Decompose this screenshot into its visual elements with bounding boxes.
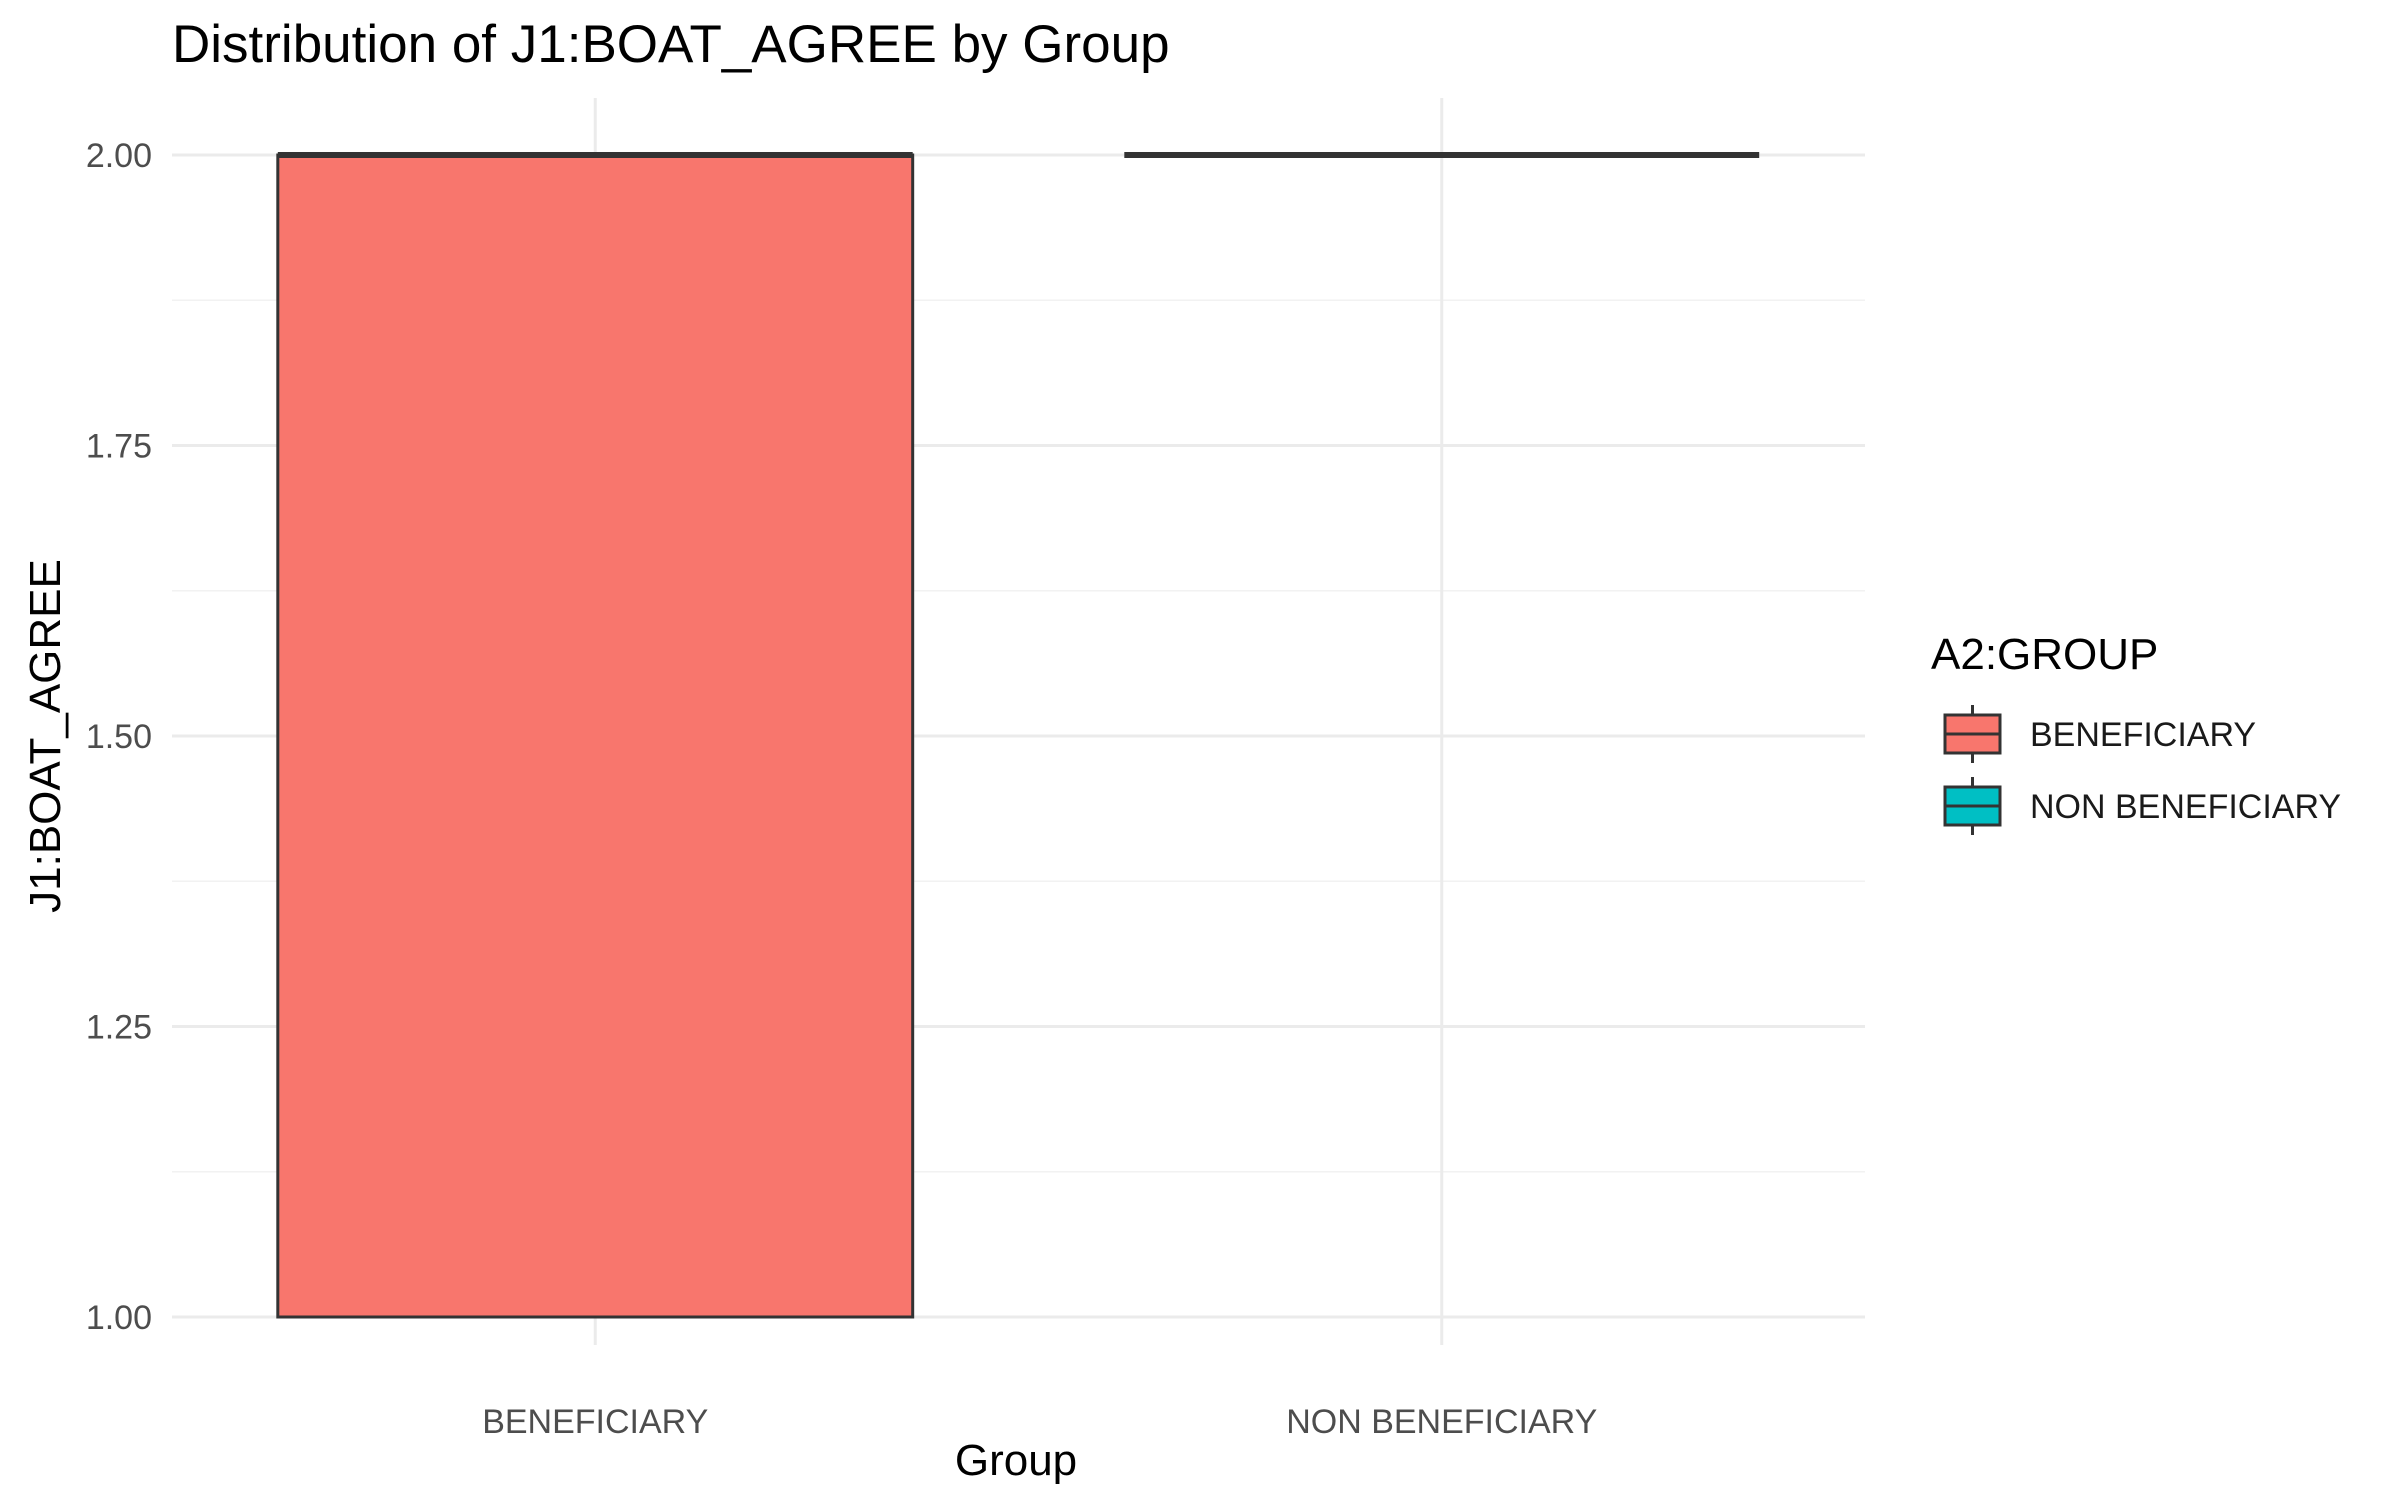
legend-label: BENEFICIARY xyxy=(2030,716,2256,754)
x-axis-ticks: BENEFICIARY NON BENEFICIARY xyxy=(482,1403,1597,1441)
legend-label: NON BENEFICIARY xyxy=(2030,788,2341,826)
x-tick-label: NON BENEFICIARY xyxy=(1286,1403,1597,1441)
y-tick-label: 1.00 xyxy=(86,1299,152,1337)
y-tick-label: 1.50 xyxy=(86,718,152,756)
y-axis-title: J1:BOAT_AGREE xyxy=(21,559,70,913)
y-tick-label: 1.75 xyxy=(86,428,152,466)
x-axis-title: Group xyxy=(955,1436,1077,1485)
legend-entries: BENEFICIARY NON BENEFICIARY xyxy=(1943,705,2341,835)
legend-entry: NON BENEFICIARY xyxy=(1943,777,2341,835)
y-tick-label: 2.00 xyxy=(86,137,152,175)
x-tick-label: BENEFICIARY xyxy=(482,1403,708,1441)
legend-title: A2:GROUP xyxy=(1931,630,2158,679)
boxes xyxy=(276,152,1760,1319)
legend: A2:GROUP BENEFICIARY NON BENEFICIARY xyxy=(1931,630,2341,835)
y-axis-ticks: 1.00 1.25 1.50 1.75 2.00 xyxy=(86,137,152,1337)
box-body xyxy=(276,153,915,1319)
y-tick-label: 1.25 xyxy=(86,1009,152,1047)
legend-entry: BENEFICIARY xyxy=(1943,705,2256,763)
chart-title: Distribution of J1:BOAT_AGREE by Group xyxy=(172,15,1170,74)
